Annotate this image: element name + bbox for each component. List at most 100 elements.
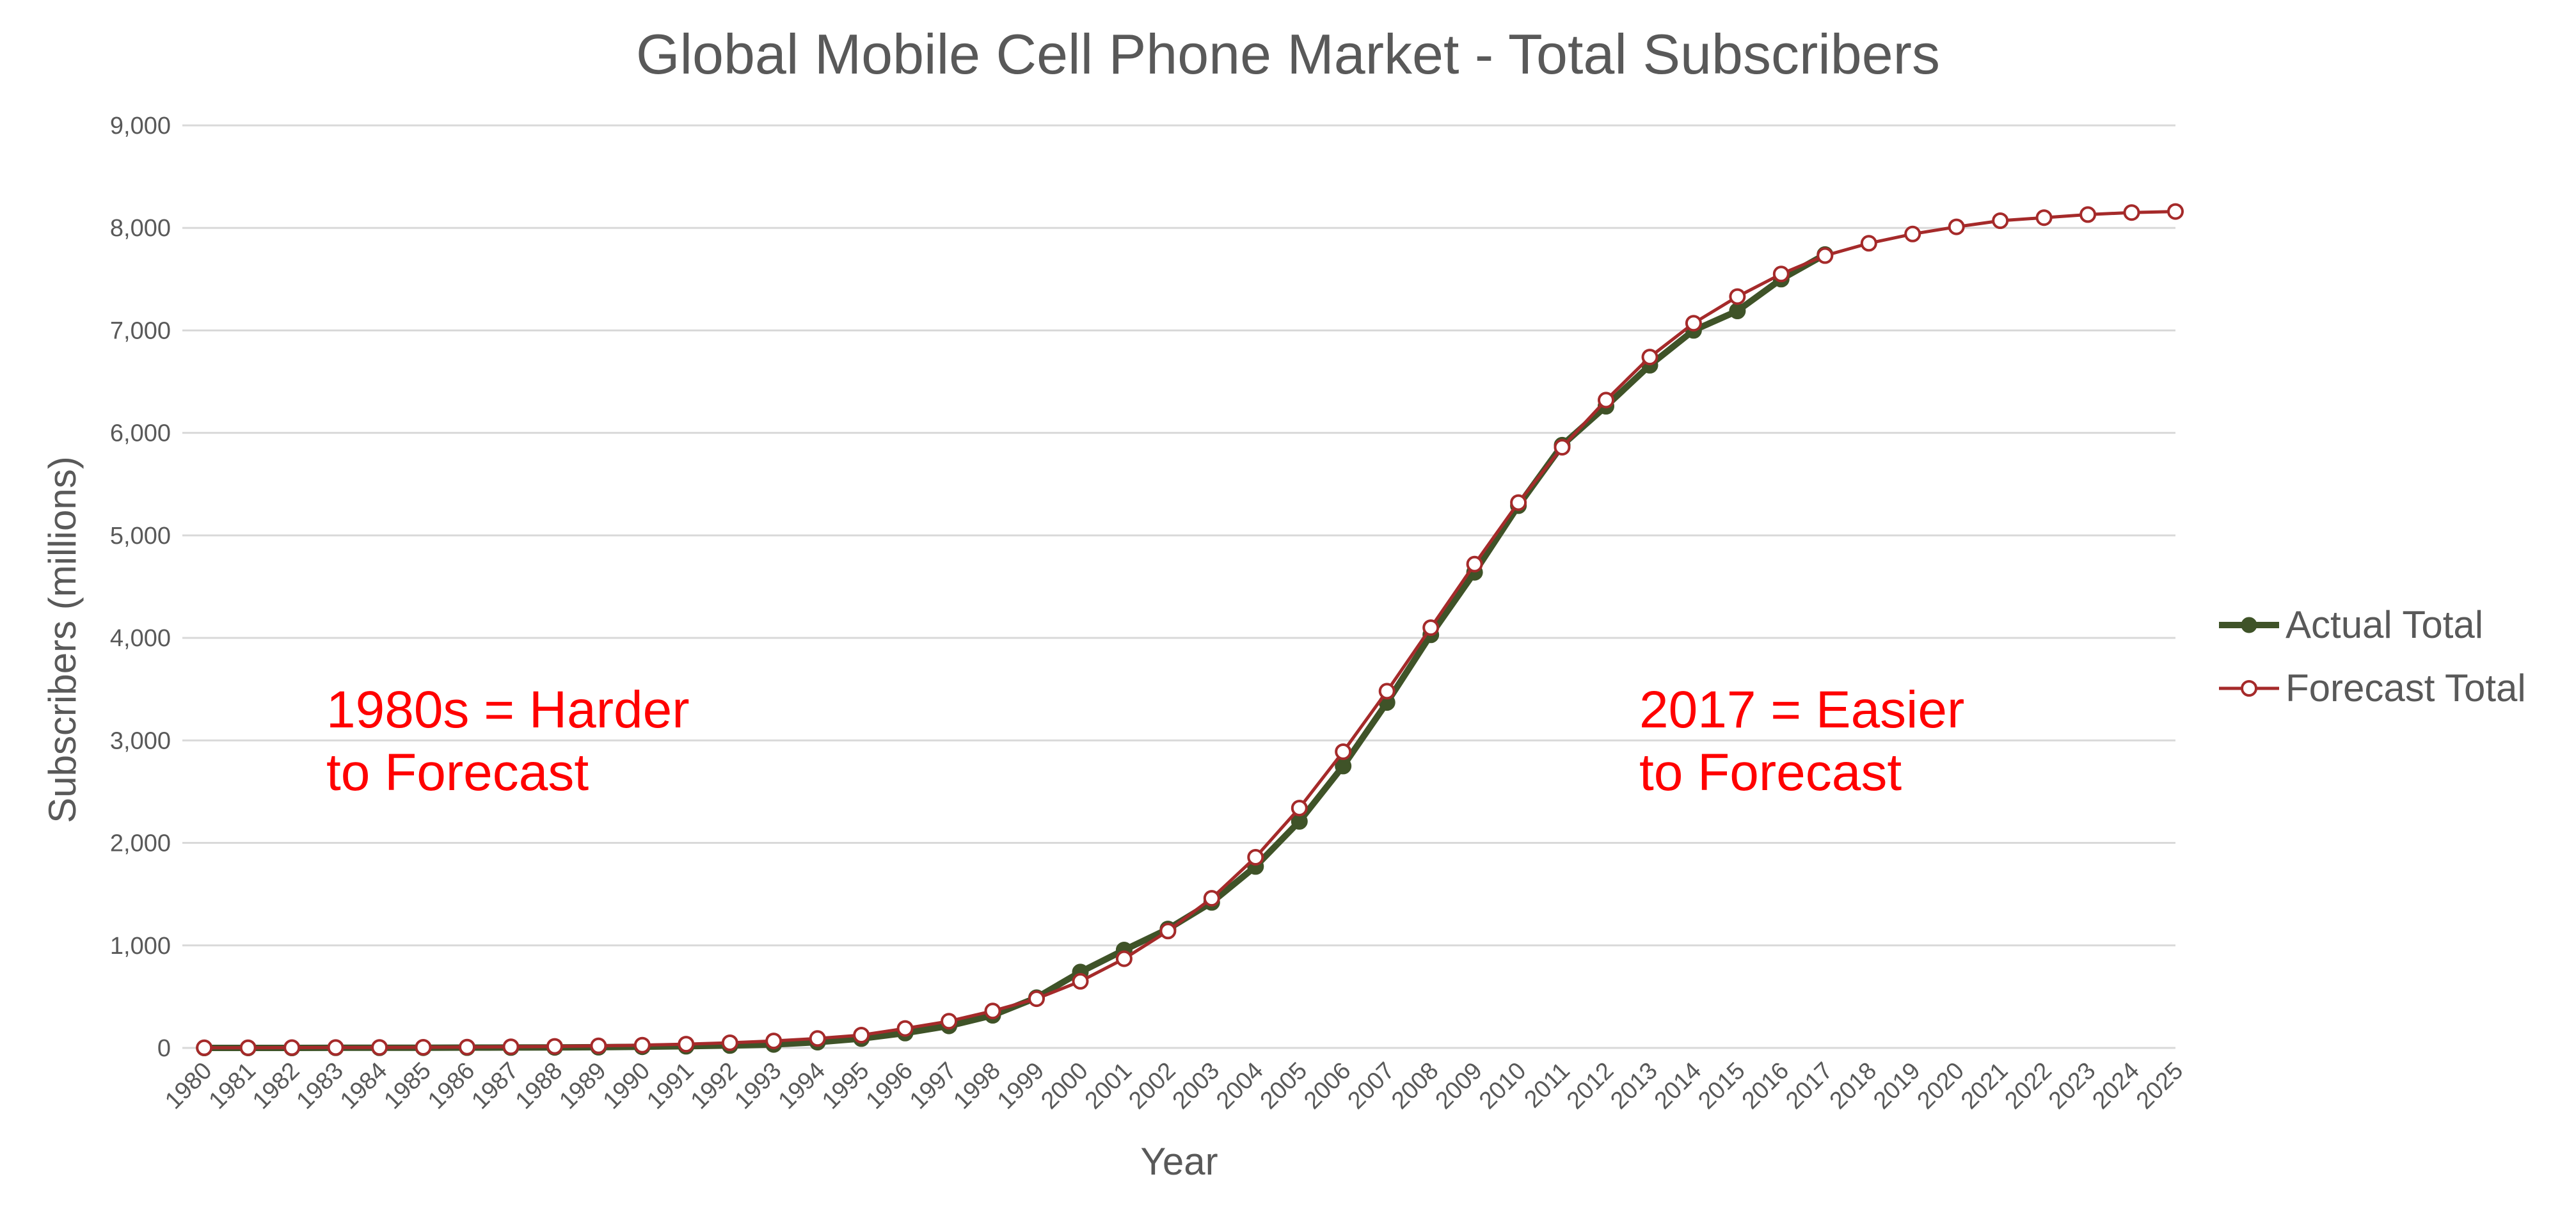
x-tick-label: 2024 [2087,1058,2144,1114]
x-tick-label: 1998 [948,1058,1005,1114]
x-tick-label: 2003 [1168,1058,1225,1114]
data-point [1291,800,1308,817]
legend-item-actual-total: Actual Total [2219,603,2483,646]
x-tick-label: 2007 [1343,1058,1400,1114]
x-tick-label: 2017 [1781,1058,1838,1114]
legend: Actual Total Forecast Total [2219,603,2526,709]
x-tick-label: 1983 [291,1058,348,1114]
x-tick-label: 1990 [598,1058,655,1114]
data-point [1860,235,1877,252]
x-axis-label: Year [1140,1140,1218,1183]
data-point [1203,890,1220,907]
x-tick-label: 1984 [335,1058,392,1114]
x-tick-label: 2022 [2000,1058,2056,1114]
data-point [765,1033,783,1050]
y-tick-label: 3,000 [110,727,171,754]
data-point [633,1036,651,1054]
data-point [1159,923,1177,940]
data-point [678,1036,695,1053]
x-tick-label: 1991 [642,1058,699,1114]
x-tick-label: 1985 [379,1058,436,1114]
data-point [896,1020,914,1037]
annotation-2017: 2017 = Easier to Forecast [1639,681,1979,802]
x-tick-label: 2021 [1956,1058,2013,1114]
data-point [1335,743,1352,760]
x-tick-label: 1987 [466,1058,523,1114]
y-tick-label: 8,000 [110,215,171,242]
x-tick-label: 1989 [554,1058,611,1114]
series-layer [196,203,2184,1056]
annotation-1980s-line-1: 1980s = Harder [326,681,690,739]
x-tick-label: 1992 [686,1058,743,1114]
y-tick-label: 0 [157,1035,171,1062]
data-point [1685,315,1702,332]
x-tick-label: 2012 [1562,1058,1619,1114]
y-tick-label: 4,000 [110,625,171,652]
data-point [1992,212,2009,229]
data-point [2167,203,2184,220]
series-line [204,251,1827,1051]
x-tick-label: 1993 [729,1058,786,1114]
x-tick-label: 2025 [2131,1058,2188,1114]
x-tick-label: 2000 [1036,1058,1093,1114]
x-tick-label: 2020 [1912,1058,1969,1114]
x-tick-label: 2004 [1211,1058,1268,1114]
x-tick-label: 1999 [992,1058,1049,1114]
legend-item-forecast-total: Forecast Total [2219,667,2526,709]
data-point [1772,265,1790,283]
x-tick-label: 1981 [204,1058,261,1114]
y-axis-ticks: 0 1,000 2,000 3,000 4,000 5,000 6,000 7,000 8,00… [110,113,171,1062]
data-point [1729,288,1746,305]
x-tick-label: 1994 [774,1058,831,1114]
data-point [327,1039,344,1056]
data-point [1378,683,1395,700]
y-tick-label: 5,000 [110,523,171,550]
data-point [415,1039,432,1056]
series-actual-total [196,246,1834,1056]
x-tick-label: 2011 [1519,1058,1575,1113]
data-point [1598,392,1614,409]
data-point [941,1013,958,1030]
data-point [283,1039,301,1056]
x-tick-label: 2019 [1868,1058,1925,1114]
data-point [1466,555,1483,573]
data-point [590,1037,607,1054]
data-point [1948,218,1965,235]
x-tick-label: 1996 [861,1058,918,1114]
x-tick-label: 2006 [1299,1058,1356,1114]
x-tick-label: 1982 [248,1058,305,1114]
legend-label-forecast-total: Forecast Total [2286,667,2526,709]
x-tick-label: 2013 [1605,1058,1662,1114]
x-tick-label: 2016 [1737,1058,1794,1114]
x-tick-label: 2010 [1474,1058,1531,1114]
data-point [1510,494,1527,511]
data-point [1247,849,1264,866]
x-tick-label: 2001 [1080,1058,1137,1114]
annotation-1980s-line-2: to Forecast [326,743,589,802]
x-tick-label: 2023 [2044,1058,2101,1114]
annotation-2017-line-1: 2017 = Easier [1639,681,1964,739]
data-point [984,1002,1001,1020]
x-tick-label: 2018 [1825,1058,1882,1114]
x-axis-ticks: 1980198119821983198419851986198719881989… [160,1058,2188,1114]
data-point [1072,972,1089,990]
data-point [1729,303,1746,319]
x-tick-label: 1986 [423,1058,480,1114]
y-tick-label: 6,000 [110,420,171,447]
data-point [459,1038,475,1056]
data-point [239,1039,257,1056]
data-point [721,1034,738,1051]
x-tick-label: 2008 [1387,1058,1443,1114]
gridlines [182,124,2175,1049]
annotation-1980s: 1980s = Harder to Forecast [326,681,704,802]
y-tick-label: 2,000 [110,830,171,857]
legend-marker-forecast-total [2241,680,2257,697]
data-point [1115,950,1133,967]
x-tick-label: 2005 [1255,1058,1312,1114]
x-tick-label: 2015 [1693,1058,1750,1114]
data-point [1904,225,1921,242]
data-point [853,1027,870,1043]
annotations: 1980s = Harder to Forecast 2017 = Easier… [326,681,1979,802]
legend-label-actual-total: Actual Total [2286,603,2483,646]
series-forecast-total [196,203,2184,1056]
